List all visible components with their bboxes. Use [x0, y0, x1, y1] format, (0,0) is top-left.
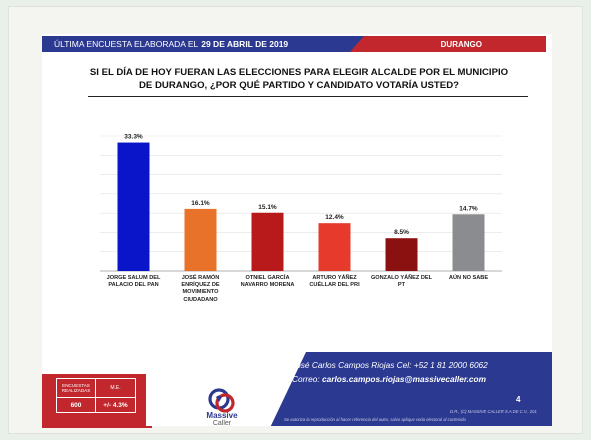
- question-line-1: SI EL DÍA DE HOY FUERAN LAS ELECCIONES P…: [89, 67, 509, 78]
- bar-value-label-4: 12.4%: [325, 214, 344, 221]
- header-bar: ÚLTIMA ENCUESTA ELABORADA EL 29 DE ABRIL …: [42, 36, 546, 52]
- bar-2: [184, 208, 217, 271]
- category-label-line: CUÉLLAR DEL PRI: [309, 282, 360, 289]
- category-label-line: PT: [397, 282, 406, 289]
- header-label: ÚLTIMA ENCUESTA ELABORADA EL 29 DE ABRIL …: [54, 39, 288, 49]
- contact-email-line: Correo: carlos.campos.riojas@massivecall…: [292, 374, 486, 384]
- stat-header-surveys-line2: REALIZADAS: [61, 388, 91, 393]
- category-label-line: ARTURO YÁÑEZ: [312, 275, 357, 281]
- category-label-2: JOSÉ RAMÓN ENRÍQUEZ DE MOVIMIENTO CIUDADANO: [166, 275, 236, 304]
- stat-value-me: +/- 4.3%: [95, 397, 136, 413]
- logo-line-1: Massive: [206, 411, 238, 420]
- question-underline: [88, 96, 528, 97]
- contact-email-label: Correo:: [292, 374, 320, 384]
- footer-red-panel: [42, 374, 152, 428]
- bar-6: [452, 214, 485, 271]
- bar-3: [251, 212, 284, 271]
- category-label-5: GONZALO YÁÑEZ DEL PT: [367, 275, 437, 289]
- category-label-line: GONZALO YÁÑEZ DEL: [370, 275, 433, 281]
- category-label-line: JORGE SALUM DEL: [106, 275, 161, 281]
- contact-phone: José Carlos Campos Riojas Cel: +52 1 81 …: [292, 360, 488, 370]
- logo-wordmark: Massive Caller: [199, 412, 245, 428]
- bar-value-label-1: 33.3%: [124, 134, 143, 141]
- bar-value-label-2: 16.1%: [191, 200, 210, 207]
- header-region: DURANGO: [350, 36, 546, 52]
- bar-5: [385, 238, 418, 271]
- category-label-line: JOSÉ RAMÓN: [181, 275, 220, 281]
- stat-header-me: M.E.: [95, 378, 136, 398]
- bar-value-label-6: 14.7%: [459, 205, 478, 212]
- category-label-line: AÚN NO SABE: [448, 275, 489, 281]
- survey-stats-table: ENCUESTAS REALIZADAS M.E. 600 +/- 4.3%: [56, 378, 136, 414]
- question-line-2: DE DURANGO, ¿POR QUÉ PARTIDO Y CANDIDATO…: [139, 80, 459, 91]
- category-label-line: PALACIO DEL PAN: [108, 282, 159, 289]
- category-label-1: JORGE SALUM DEL PALACIO DEL PAN: [99, 275, 169, 289]
- page-number: 4: [516, 395, 521, 404]
- bar-4: [318, 223, 351, 271]
- header-date: 29 DE ABRIL DE 2019: [201, 39, 289, 49]
- category-label-line: MOVIMIENTO: [182, 289, 219, 296]
- legal-copyright: D.R., (C) MASSIVE CALLER S.A DE C.V., 20…: [450, 409, 537, 414]
- category-label-line: CIUDADANO: [183, 296, 218, 303]
- bar-value-label-5: 8.5%: [394, 229, 409, 236]
- header-label-text: ÚLTIMA ENCUESTA ELABORADA EL: [54, 39, 199, 49]
- bar-value-label-3: 15.1%: [258, 204, 277, 211]
- footer-navy-panel: [268, 352, 552, 426]
- bar-chart: 33.3% 16.1% 15.1% 12.4% 8.5% 14.7%: [100, 134, 502, 272]
- stat-header-surveys-line1: ENCUESTAS: [62, 382, 90, 388]
- footer: José Carlos Campos Riojas Cel: +52 1 81 …: [42, 352, 552, 428]
- category-label-line: ENRÍQUEZ DE: [181, 282, 220, 289]
- stat-header-surveys: ENCUESTAS REALIZADAS: [56, 378, 96, 398]
- question-title: SI EL DÍA DE HOY FUERAN LAS ELECCIONES P…: [60, 66, 538, 92]
- category-label-line: OTNIEL GARCÍA: [245, 275, 290, 281]
- chart-area: 33.3% 16.1% 15.1% 12.4% 8.5% 14.7% JORGE SALU…: [42, 34, 552, 426]
- bar-1: [117, 142, 150, 271]
- category-label-6: AÚN NO SABE: [434, 275, 504, 282]
- stat-value-surveys: 600: [56, 397, 96, 413]
- massive-caller-logo: [208, 388, 235, 413]
- slide: ÚLTIMA ENCUESTA ELABORADA EL 29 DE ABRIL …: [42, 34, 552, 428]
- contact-email[interactable]: carlos.campos.riojas@massivecaller.com: [321, 374, 486, 384]
- category-label-3: OTNIEL GARCÍA NAVARRO MORENA: [233, 275, 303, 289]
- category-label-4: ARTURO YÁÑEZ CUÉLLAR DEL PRI: [300, 275, 370, 289]
- logo-line-2: Caller: [212, 420, 232, 427]
- legal-notice: Se autoriza la reproducción al hacer ref…: [284, 417, 466, 422]
- category-label-line: NAVARRO MORENA: [240, 282, 295, 289]
